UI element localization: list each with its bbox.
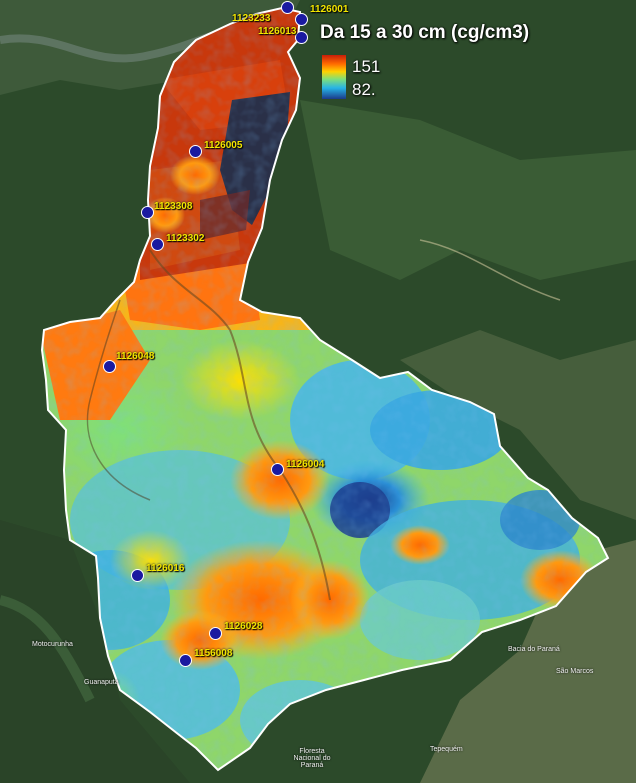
- station-marker[interactable]: [103, 360, 116, 373]
- station-label: 1126004: [286, 459, 325, 470]
- legend-color-bar: [322, 55, 346, 99]
- station-label: 1123308: [154, 201, 193, 212]
- station-marker[interactable]: [131, 569, 144, 582]
- legend-max-value: 151: [352, 57, 381, 76]
- place-label: Guanaputa: [84, 679, 119, 686]
- station-label: 1126048: [116, 351, 155, 362]
- station-marker[interactable]: [281, 1, 294, 14]
- station-marker[interactable]: [295, 13, 308, 26]
- place-label: Floresta Nacional do Paraná: [293, 748, 331, 769]
- station-marker[interactable]: [189, 145, 202, 158]
- basin-outline: [40, 6, 610, 772]
- station-label: 1126013: [258, 26, 297, 37]
- station-label: 1126005: [204, 140, 243, 151]
- place-label: Motocurunha: [32, 641, 73, 648]
- station-marker[interactable]: [151, 238, 164, 251]
- station-marker[interactable]: [209, 627, 222, 640]
- station-label: 1126016: [146, 563, 185, 574]
- station-marker[interactable]: [141, 206, 154, 219]
- legend-title: Da 15 a 30 cm (cg/cm3): [320, 22, 530, 43]
- station-label: 1126028: [224, 621, 263, 632]
- place-label: Bacia do Paraná: [508, 646, 560, 653]
- station-label: 1123233: [232, 13, 271, 24]
- station-label: 1123302: [166, 233, 205, 244]
- legend-min-value: 82.: [352, 80, 376, 99]
- station-marker[interactable]: [295, 31, 308, 44]
- station-label: 1156008: [194, 648, 233, 659]
- place-label: Tepequém: [430, 746, 463, 753]
- place-label: São Marcos: [556, 668, 594, 675]
- station-marker[interactable]: [271, 463, 284, 476]
- station-label: 1126001: [310, 4, 349, 15]
- station-marker[interactable]: [179, 654, 192, 667]
